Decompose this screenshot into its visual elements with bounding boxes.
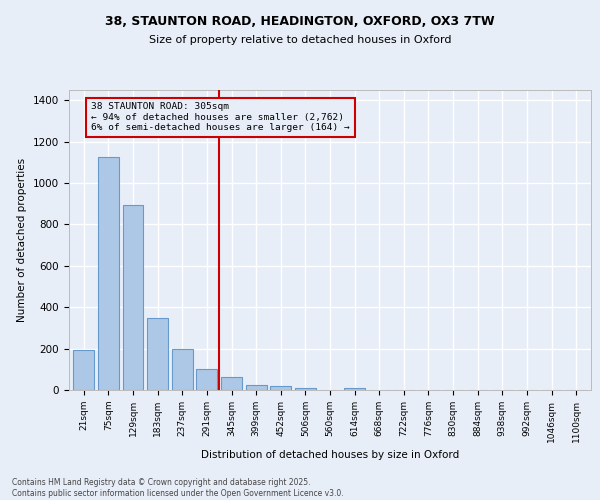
Bar — [122, 205, 143, 390]
Bar — [344, 388, 365, 390]
X-axis label: Distribution of detached houses by size in Oxford: Distribution of detached houses by size … — [201, 450, 459, 460]
Bar — [295, 388, 316, 390]
Y-axis label: Number of detached properties: Number of detached properties — [17, 158, 28, 322]
Bar — [98, 157, 119, 390]
Bar — [270, 386, 291, 390]
Bar — [73, 350, 94, 390]
Text: 38 STAUNTON ROAD: 305sqm
← 94% of detached houses are smaller (2,762)
6% of semi: 38 STAUNTON ROAD: 305sqm ← 94% of detach… — [91, 102, 350, 132]
Text: Size of property relative to detached houses in Oxford: Size of property relative to detached ho… — [149, 35, 451, 45]
Bar — [147, 318, 168, 390]
Bar — [196, 370, 217, 390]
Bar — [245, 385, 266, 390]
Text: Contains HM Land Registry data © Crown copyright and database right 2025.
Contai: Contains HM Land Registry data © Crown c… — [12, 478, 344, 498]
Bar — [221, 377, 242, 390]
Text: 38, STAUNTON ROAD, HEADINGTON, OXFORD, OX3 7TW: 38, STAUNTON ROAD, HEADINGTON, OXFORD, O… — [105, 15, 495, 28]
Bar — [172, 349, 193, 390]
